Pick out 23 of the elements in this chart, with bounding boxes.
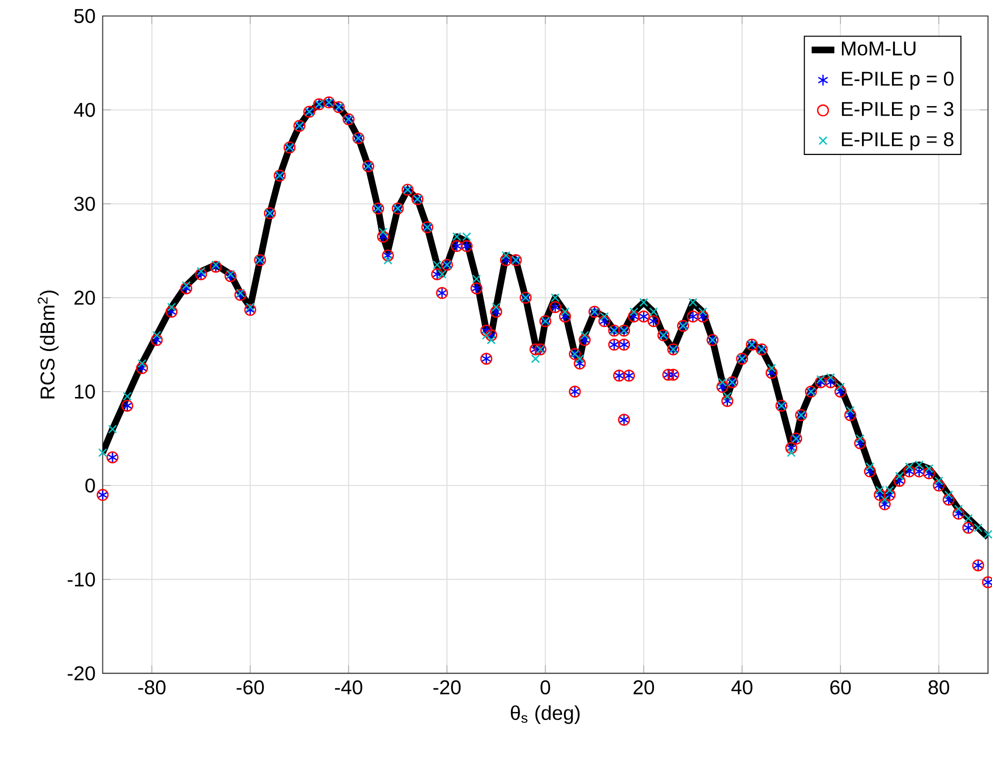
y-tick-label: 10 [75,384,95,399]
x-tick-label: -60 [236,680,264,694]
x-tick-label: 40 [731,680,752,694]
y-tick-label: 40 [74,102,95,117]
x-tick-label: 80 [928,680,950,694]
y-tick-label: -10 [68,572,95,586]
x-tick-label: 20 [634,680,654,694]
y-tick-label: -20 [68,666,95,680]
y-tick-label: 0 [85,478,95,493]
y-tick-label: 50 [74,8,95,24]
x-tick-label: 0 [540,680,550,694]
y-axis-title: RCS (dBm$^{2}$) [38,290,59,398]
y-tick-label: 30 [74,196,95,211]
y-tick-label: 20 [74,290,95,305]
legend-label: E-PILE p = 3 [842,102,954,120]
x-axis-title: θ$_{s}$ (deg) [510,705,580,724]
x-tick-label: 60 [830,680,851,694]
x-tick-label: -20 [433,680,461,694]
x-tick-label: -80 [138,680,166,694]
legend-label: E-PILE p = 8 [842,132,954,150]
legend-label: E-PILE p = 0 [842,72,954,90]
legend-label: MoM-LU [842,42,916,56]
x-tick-label: -40 [335,680,362,694]
